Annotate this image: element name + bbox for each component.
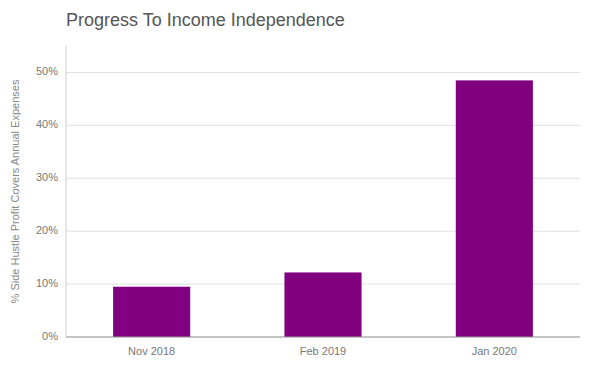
y-tick-label: 50% [36, 65, 58, 77]
y-tick-label: 0% [42, 330, 58, 342]
grid-line [66, 337, 580, 338]
bar [284, 272, 361, 337]
x-tick-label: Nov 2018 [128, 345, 175, 357]
y-tick-label: 10% [36, 277, 58, 289]
y-tick-label: 20% [36, 224, 58, 236]
chart-title: Progress To Income Independence [66, 10, 345, 30]
x-tick-label: Feb 2019 [300, 345, 346, 357]
chart-svg: 0% 10% 20% 30% 40% 50% Nov 2018 Feb 2019 Jan 202… [0, 0, 600, 371]
y-axis-line [66, 46, 67, 337]
y-ticks: 0% 10% 20% 30% 40% 50% [36, 65, 58, 342]
grid [66, 72, 580, 337]
y-tick-label: 30% [36, 171, 58, 183]
y-axis-label: % Side Hustle Profit Covers Annual Expen… [9, 79, 21, 303]
axes [66, 46, 580, 337]
x-tick-label: Jan 2020 [472, 345, 517, 357]
bar [456, 80, 533, 337]
bar [113, 287, 190, 337]
grid-line [66, 72, 580, 73]
y-tick-label: 40% [36, 118, 58, 130]
bars [113, 80, 533, 337]
x-ticks: Nov 2018 Feb 2019 Jan 2020 [128, 345, 517, 357]
chart-container: 0% 10% 20% 30% 40% 50% Nov 2018 Feb 2019 Jan 202… [0, 0, 600, 371]
x-axis-line [66, 337, 580, 338]
